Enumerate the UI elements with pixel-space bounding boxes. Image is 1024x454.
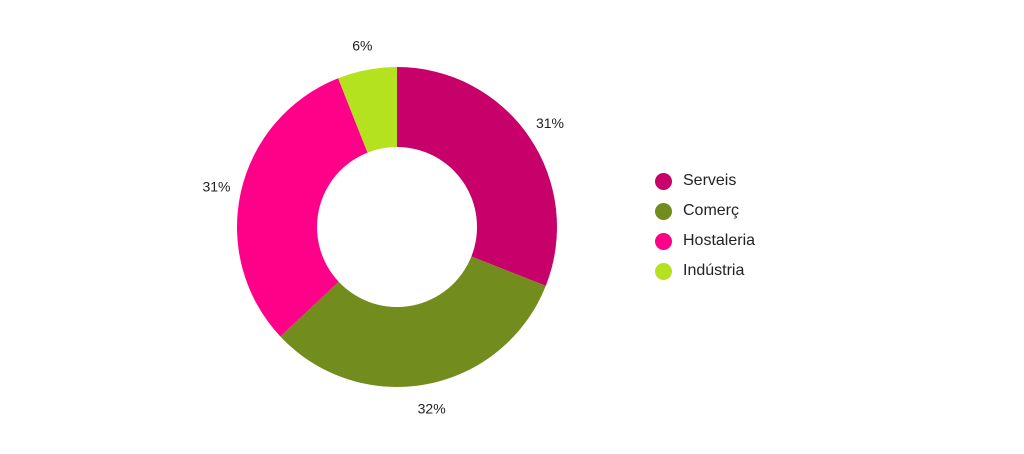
legend-swatch xyxy=(655,262,672,280)
slice-hostaleria[interactable] xyxy=(237,78,368,337)
legend-item-hostaleria[interactable]: Hostaleria xyxy=(655,226,755,256)
data-label: 31% xyxy=(536,115,564,131)
legend-swatch xyxy=(655,232,672,250)
data-label: 32% xyxy=(418,401,446,417)
slice-comerç[interactable] xyxy=(280,256,546,387)
legend-swatch xyxy=(655,202,672,220)
slice-serveis[interactable] xyxy=(397,67,557,286)
slices-group xyxy=(237,67,557,387)
legend-item-comerc[interactable]: Comerç xyxy=(655,196,755,226)
legend-swatch xyxy=(655,172,672,190)
legend-item-serveis[interactable]: Serveis xyxy=(655,166,755,196)
data-label: 6% xyxy=(352,37,372,53)
legend-label: Indústria xyxy=(683,262,745,279)
slice-indústria[interactable] xyxy=(338,67,397,153)
data-labels-group: 31% 32% 31% 6% xyxy=(202,37,564,416)
legend-label: Hostaleria xyxy=(683,232,756,249)
data-label: 31% xyxy=(202,179,230,195)
legend: Serveis Comerç Hostaleria Indústria xyxy=(655,166,755,286)
legend-label: Comerç xyxy=(683,202,740,219)
legend-label: Serveis xyxy=(683,172,737,189)
legend-item-industria[interactable]: Indústria xyxy=(655,256,755,286)
